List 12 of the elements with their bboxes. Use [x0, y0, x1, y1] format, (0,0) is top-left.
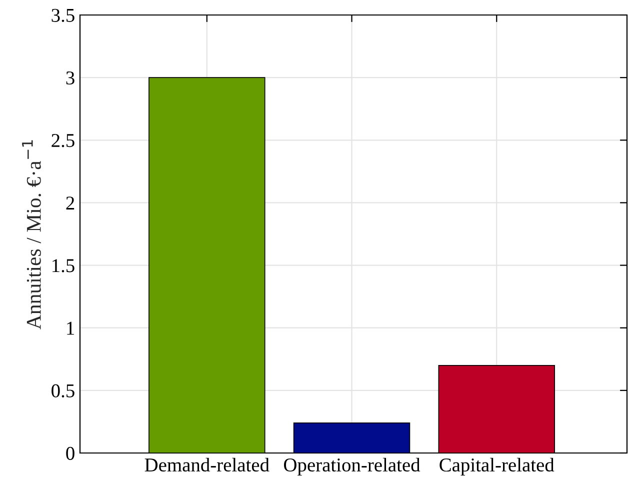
y-tick-label: 0.5: [52, 384, 74, 398]
y-tick-label: 3: [66, 71, 74, 85]
y-tick-label: 0: [66, 446, 74, 460]
x-tick-label: Capital-related: [440, 458, 554, 476]
x-tick-label: Operation-related: [284, 458, 420, 476]
y-tick-label: 2: [66, 196, 74, 210]
y-tick-label: 1.5: [52, 259, 74, 272]
y-tick-label: 2.5: [52, 134, 74, 148]
x-tick-label: Demand-related: [144, 458, 270, 472]
y-tick-label: 1: [67, 322, 74, 335]
y-axis-title: Annuities / Mio. €·a$^{−1}$: [22, 140, 41, 330]
y-tick-label: 3.5: [52, 8, 74, 22]
